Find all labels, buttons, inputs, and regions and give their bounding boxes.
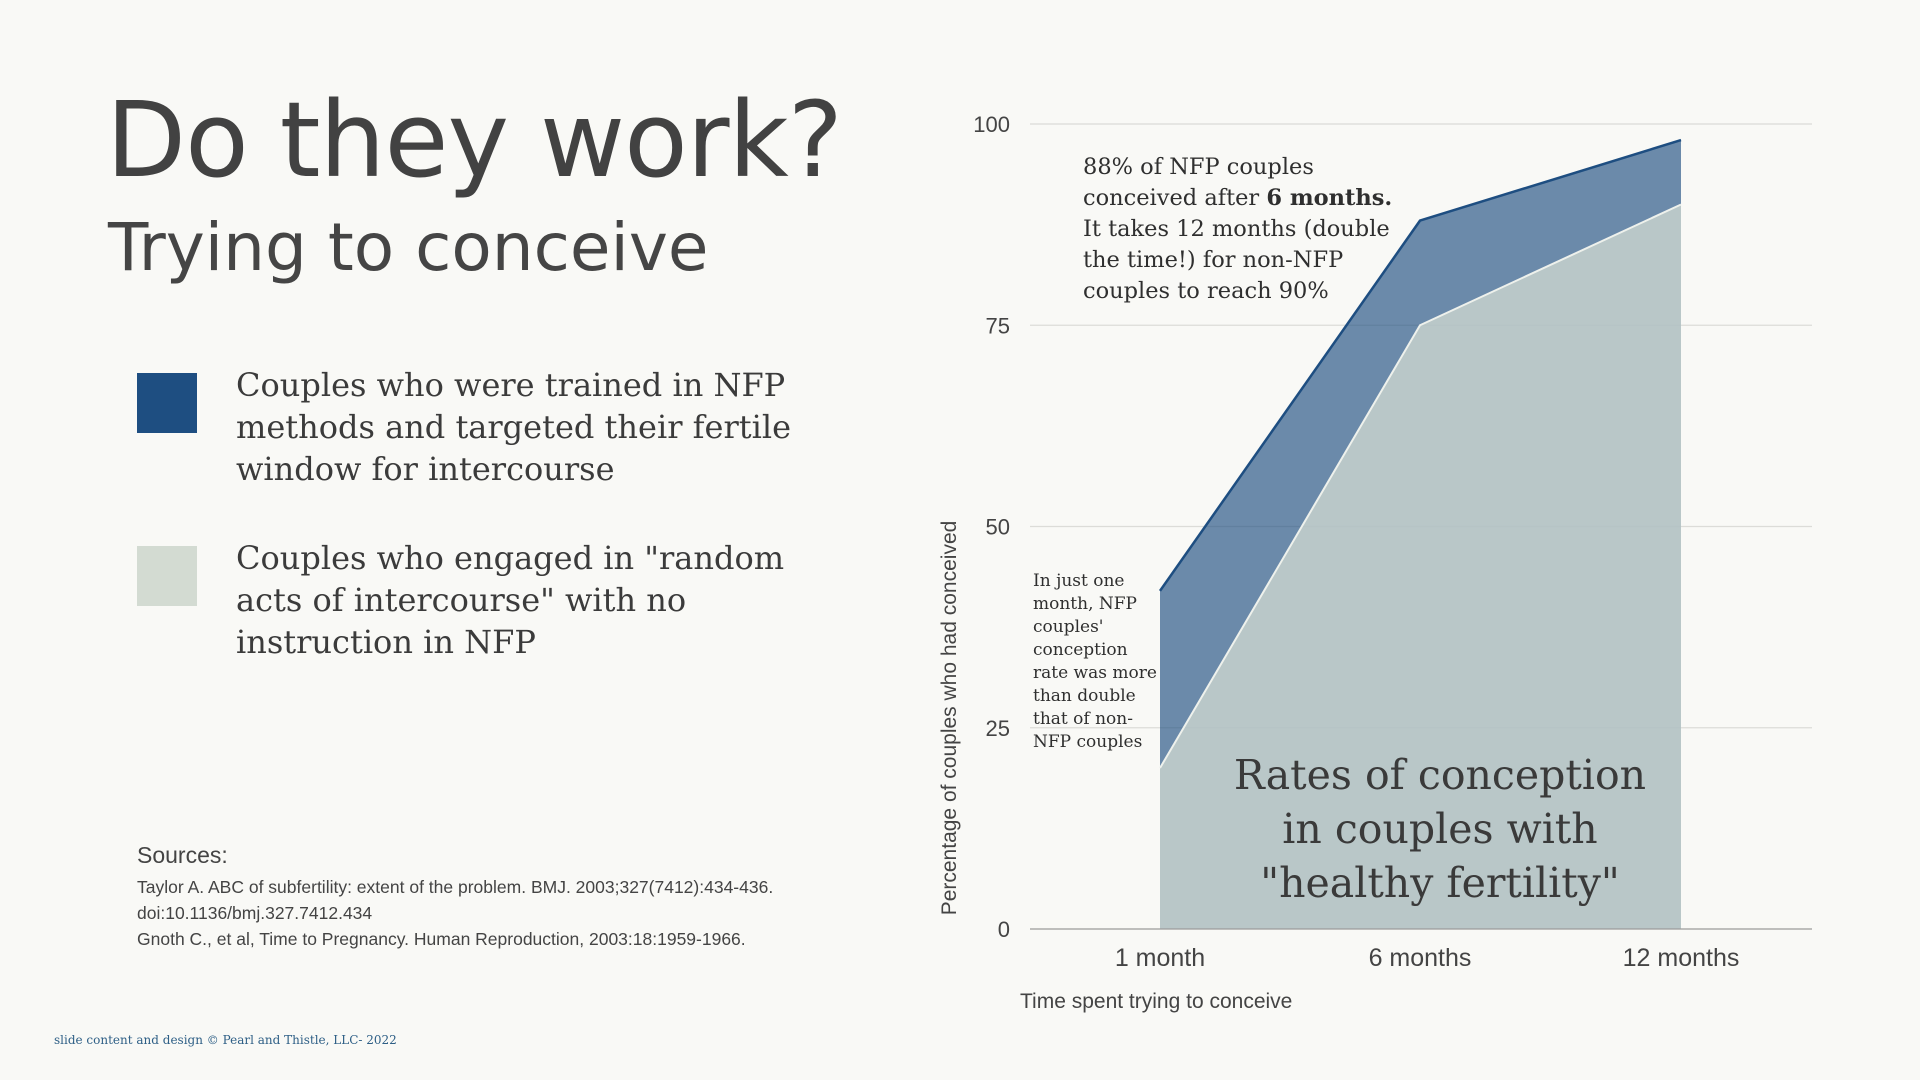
y-tick-label: 0 bbox=[998, 917, 1010, 942]
legend-label-non-nfp: Couples who engaged in "random acts of i… bbox=[236, 539, 785, 661]
x-tick-label: 1 month bbox=[1115, 944, 1205, 972]
series-area-1 bbox=[1160, 204, 1681, 929]
annotation-line: conceived after bbox=[1083, 185, 1267, 211]
chart-caption: Rates of conception in couples with "hea… bbox=[1233, 751, 1647, 907]
source-line: Gnoth C., et al, Time to Pregnancy. Huma… bbox=[137, 929, 746, 949]
annotation-one-month: In just one month, NFP couples' concepti… bbox=[1033, 571, 1157, 752]
slide-subtitle: Trying to conceive bbox=[108, 209, 709, 286]
x-tick-label: 6 months bbox=[1369, 944, 1472, 972]
x-tick-label: 12 months bbox=[1623, 944, 1740, 972]
legend-swatch-nfp bbox=[137, 373, 197, 433]
legend-label-nfp: Couples who were trained in NFP methods … bbox=[236, 366, 791, 488]
annotation-six-months: 88% of NFP couples conceived after 6 mon… bbox=[1083, 152, 1413, 307]
sources-heading: Sources: bbox=[137, 842, 228, 868]
y-tick-label: 75 bbox=[986, 313, 1010, 338]
sources-block: Sources: Taylor A. ABC of subfertility: … bbox=[137, 840, 857, 952]
copyright-notice: slide content and design © Pearl and Thi… bbox=[54, 1033, 397, 1047]
slide-title: Do they work? bbox=[106, 79, 843, 201]
annotation-line: It takes 12 months (double the time!) fo… bbox=[1083, 216, 1390, 304]
x-axis-title: Time spent trying to conceive bbox=[1020, 990, 1292, 1013]
y-tick-label: 100 bbox=[973, 112, 1010, 137]
y-tick-label: 25 bbox=[986, 716, 1010, 741]
source-line: Taylor A. ABC of subfertility: extent of… bbox=[137, 877, 774, 897]
legend-swatch-non-nfp bbox=[137, 546, 197, 606]
y-tick-label: 50 bbox=[986, 515, 1010, 540]
y-axis-title: Percentage of couples who had conceived bbox=[938, 521, 961, 916]
source-line: doi:10.1136/bmj.327.7412.434 bbox=[137, 903, 373, 923]
annotation-line: 88% of NFP couples bbox=[1083, 154, 1314, 180]
annotation-emphasis: 6 months. bbox=[1266, 185, 1393, 211]
